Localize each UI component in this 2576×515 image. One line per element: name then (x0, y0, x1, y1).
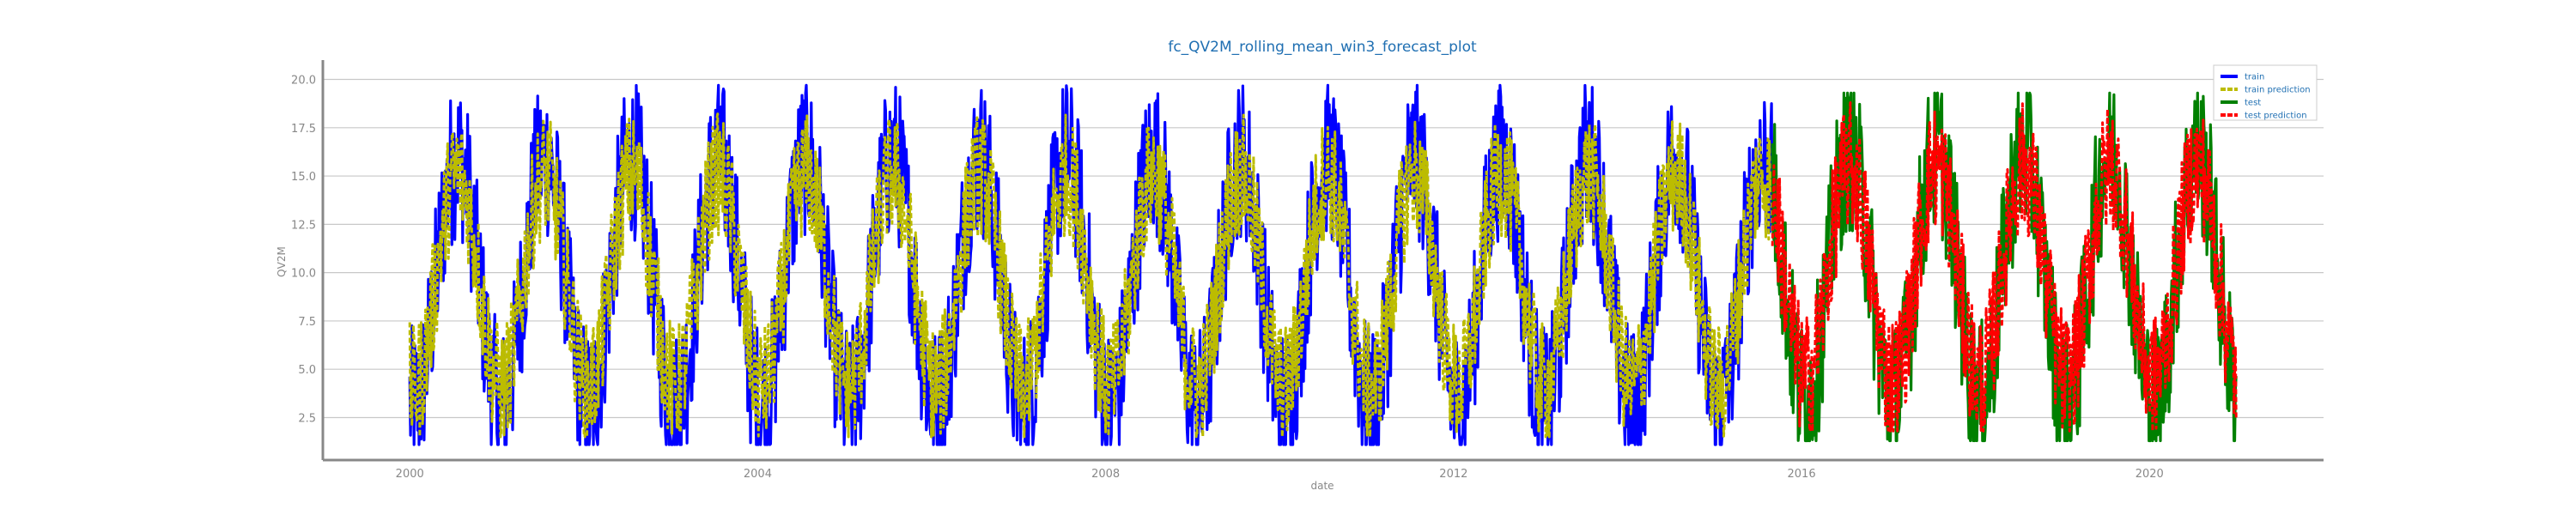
x-tick-labels: 2000 2004 2008 2012 2016 2020 (396, 468, 2164, 481)
test-prediction-line (1771, 101, 2238, 433)
legend-label: test prediction (2245, 112, 2307, 121)
legend-label: train prediction (2245, 86, 2311, 95)
y-tick-label: 5.0 (298, 364, 316, 377)
y-tick-label: 12.5 (291, 219, 316, 232)
legend-label: test (2245, 99, 2261, 108)
y-tick-label: 15.0 (291, 171, 316, 184)
x-axis-label: date (1310, 480, 1334, 492)
y-tick-label: 10.0 (291, 268, 316, 281)
y-tick-label: 7.5 (298, 316, 316, 329)
y-tick-label: 20.0 (291, 75, 316, 88)
x-tick-label: 2012 (1439, 468, 1467, 481)
chart-title: fc_QV2M_rolling_mean_win3_forecast_plot (1168, 39, 1477, 56)
legend-label: train (2245, 73, 2264, 82)
y-tick-labels: 2.5 5.0 7.5 10.0 12.5 15.0 17.5 20.0 (291, 75, 316, 426)
x-tick-label: 2004 (744, 468, 772, 481)
train-prediction-line (408, 112, 1774, 439)
series-lines (408, 83, 2238, 446)
legend-box (2213, 64, 2318, 121)
x-tick-label: 2020 (2136, 468, 2164, 481)
y-tick-label: 2.5 (298, 412, 316, 425)
x-tick-label: 2000 (396, 468, 424, 481)
x-tick-label: 2008 (1091, 468, 1120, 481)
x-tick-label: 2016 (1788, 468, 1816, 481)
legend: train train prediction test test prediction (2213, 64, 2318, 121)
y-tick-label: 17.5 (291, 123, 316, 136)
test-line (1771, 91, 2238, 443)
y-axis-label: QV2M (276, 246, 288, 277)
